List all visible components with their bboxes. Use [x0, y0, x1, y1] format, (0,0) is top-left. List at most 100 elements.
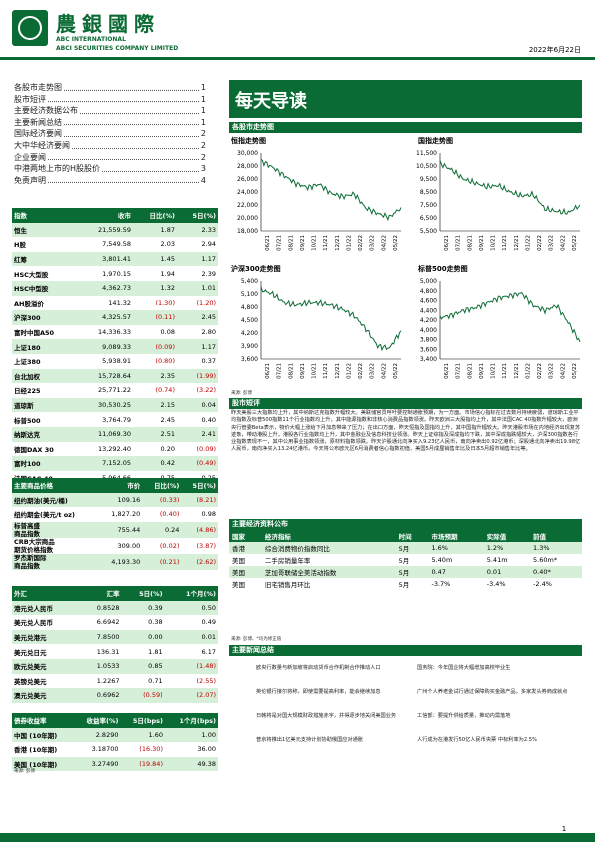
table-header-cell: 前值 [530, 530, 582, 542]
table-cell: 1.81 [148, 647, 163, 656]
table-cell: (2.55) [196, 676, 216, 685]
table-row: 美元兑港元 7.8500 0.00 0.01 [12, 629, 218, 645]
table-row: HSC中型股 4,362.73 1.32 1.01 [12, 280, 218, 296]
table-cell: (8.21) [181, 492, 218, 508]
table-cell: 4,362.73 [77, 280, 134, 296]
table-row: 道琼斯 30,530.25 2.15 0.04 [12, 397, 218, 413]
x-tick-label: 05/22 [393, 235, 399, 251]
table-cell: 30,530.25 [77, 397, 134, 413]
x-tick-label: 10/21 [491, 363, 497, 379]
table-cell: 5月 [395, 542, 429, 554]
toc-item-page: 3 [200, 164, 206, 174]
fx-table: 外汇 汇率 5日(%) 1个月(%) 港元兑人民币 0.8528 0.39 0.50 美元兑人民… [12, 586, 218, 703]
y-tick-label: 24,000 [237, 189, 258, 196]
table-cell: (0.02) [159, 541, 180, 550]
toc-item[interactable]: 大中华经济要闻 2 [14, 140, 206, 152]
table-header-cell: 日比(%) [142, 478, 182, 493]
table-row: CRB大宗商品 期货价格指数 309.00 (0.02) (3.87) [12, 538, 218, 554]
econ-data-table: 国家 经济指标 时间 市场预期 实际值 前值 香港 综合消费物价指数同比 5月 1.6% 1.2% 1… [229, 530, 582, 590]
x-tick-label: 07/21 [277, 235, 283, 251]
toc-item[interactable]: 主要新闻总结 1 [14, 117, 206, 129]
toc-item[interactable]: 主要经济数据公布 1 [14, 105, 206, 117]
toc-item-page: 2 [200, 129, 206, 139]
news-item[interactable]: 国务院：今年国企将大幅增加高校毕业生 [417, 665, 511, 671]
toc-item[interactable]: 中港两地上市的H股股价 3 [14, 163, 206, 175]
table-cell: 芝加哥联储全美活动指数 [261, 566, 396, 578]
toc-leader-dots [64, 82, 199, 91]
commentary-section-header: 股市短评 [229, 398, 582, 409]
table-cell: 1.87 [133, 222, 177, 238]
table-cell: 香港 [229, 542, 262, 554]
table-cell: 富时中国A50 [14, 329, 55, 338]
x-tick-label: 10/21 [312, 363, 318, 379]
toc-item[interactable]: 各股市走势图 1 [14, 82, 206, 94]
toc-item[interactable]: 免责声明 4 [14, 175, 206, 187]
news-item[interactable]: 人行成为在港发行50亿人民币央票 中标利率为2.5% [417, 737, 537, 743]
chart-title-sp500: 标普500走势图 [418, 265, 468, 273]
table-cell: 0.38 [148, 618, 163, 627]
toc-item-label: 股市短评 [14, 94, 46, 104]
x-tick-label: 11/21 [323, 235, 329, 251]
table-cell: 21,559.59 [77, 222, 134, 238]
toc-item[interactable]: 股市短评 1 [14, 94, 206, 106]
table-cell: 0.01 [164, 629, 218, 645]
toc-item-label: 主要新闻总结 [14, 117, 62, 127]
x-tick-label: 09/21 [300, 363, 306, 379]
table-row: 香港 综合消费物价指数同比 5月 1.6% 1.2% 1.3% [229, 542, 582, 554]
table-cell: 1.01 [176, 280, 218, 296]
news-item[interactable]: 工信部：要提升供给质量，推动内需落地 [417, 713, 511, 719]
table-header-cell: 时间 [395, 530, 429, 542]
table-cell: HSC中型股 [12, 280, 78, 296]
table-header-cell: 外汇 [12, 586, 80, 601]
news-item[interactable]: 欧央行数量与新加坡将启动货币合作机制合作推动人口 [256, 665, 381, 671]
bond-yield-table: 债券收益率 收益率(%) 5日(bps) 1个月(bps) 中国 (10年期) 2.829… [12, 713, 218, 772]
table-cell: 14,336.33 [97, 328, 132, 337]
table-cell: 9,089.33 [77, 339, 134, 354]
table-row: 上证380 5,938.91 (0.80) 0.37 [12, 354, 218, 369]
x-tick-label: 08/21 [467, 363, 473, 379]
table-row: 沪深300 4,325.57 (0.11) 2.45 [12, 310, 218, 325]
y-tick-label: 3,900 [241, 343, 258, 350]
table-cell: 0.8528 [79, 600, 122, 616]
news-item[interactable]: 英伦银行接尔将称，即使需要提高利率，能会继续加息 [256, 689, 381, 695]
chart-title-hsi: 恒指走势图 [231, 137, 266, 145]
x-tick-label: 02/22 [537, 235, 543, 251]
table-cell: 二手房销量年率 [264, 557, 311, 565]
news-item[interactable]: 普京将推出1亿美元支持计划协助俄国应对通胀 [256, 737, 364, 743]
table-cell: 德国DAX 30 [14, 445, 54, 454]
table-header-cell: 5日(%) [181, 478, 218, 493]
table-cell: 13,292.40 [97, 444, 132, 453]
hsi-line-chart: 30,000 28,000 26,000 24,000 22,000 20,000 18,0… [237, 150, 402, 251]
table-cell: 0.75 [133, 471, 177, 486]
y-tick-label: 22,000 [237, 202, 258, 209]
toc-item[interactable]: 企业要闻 2 [14, 152, 206, 164]
table-cell: 0.04 [176, 397, 218, 413]
table-cell: 上证380 [14, 358, 41, 367]
table-row: 富时100 7,152.05 0.42 (0.49) [12, 456, 218, 471]
y-tick-label: 6,500 [420, 215, 437, 222]
x-tick-label: 10/21 [312, 235, 318, 251]
toc-item-label: 免责声明 [14, 175, 46, 185]
x-tick-label: 01/22 [525, 235, 531, 251]
news-item[interactable]: 日韩将是对国大规模财政措施赤字，并得逐步地关闭美国业务 [256, 713, 397, 719]
table-of-contents: 各股市走势图 1 股市短评 1 主要经济数据公布 1 主要新闻总结 1 国际经济要闻 2 大中华经济… [14, 82, 206, 186]
table-cell: 恒生 [12, 222, 78, 238]
y-tick-label: 5,400 [241, 278, 258, 285]
table-row: 纽约期油(美元/桶) 109.16 (0.33) (8.21) [12, 492, 218, 508]
table-cell: (1.20) [196, 298, 216, 307]
y-tick-label: 4,500 [241, 317, 258, 324]
table-cell: 美元兑港元 [12, 629, 80, 645]
y-tick-label: 18,000 [237, 228, 258, 235]
x-tick-label: 01/22 [525, 363, 531, 379]
table-header-cell: 指数 [12, 208, 78, 223]
logo-chinese-name: 農銀國際 [56, 12, 160, 36]
y-tick-label: 4,200 [241, 330, 258, 337]
table-cell: 0.50 [164, 600, 218, 616]
table-cell: 1,970.15 [102, 269, 132, 278]
toc-item[interactable]: 国际经济要闻 2 [14, 128, 206, 140]
table-cell: 109.16 [98, 492, 143, 508]
table-header-cell: 实际值 [483, 530, 531, 542]
news-item[interactable]: 广州个人养老金试行通过保障购买金融产品，多家发头券商成就点 [417, 689, 568, 695]
x-tick-label: 04/22 [560, 235, 566, 251]
y-tick-label: 5,100 [241, 291, 258, 298]
